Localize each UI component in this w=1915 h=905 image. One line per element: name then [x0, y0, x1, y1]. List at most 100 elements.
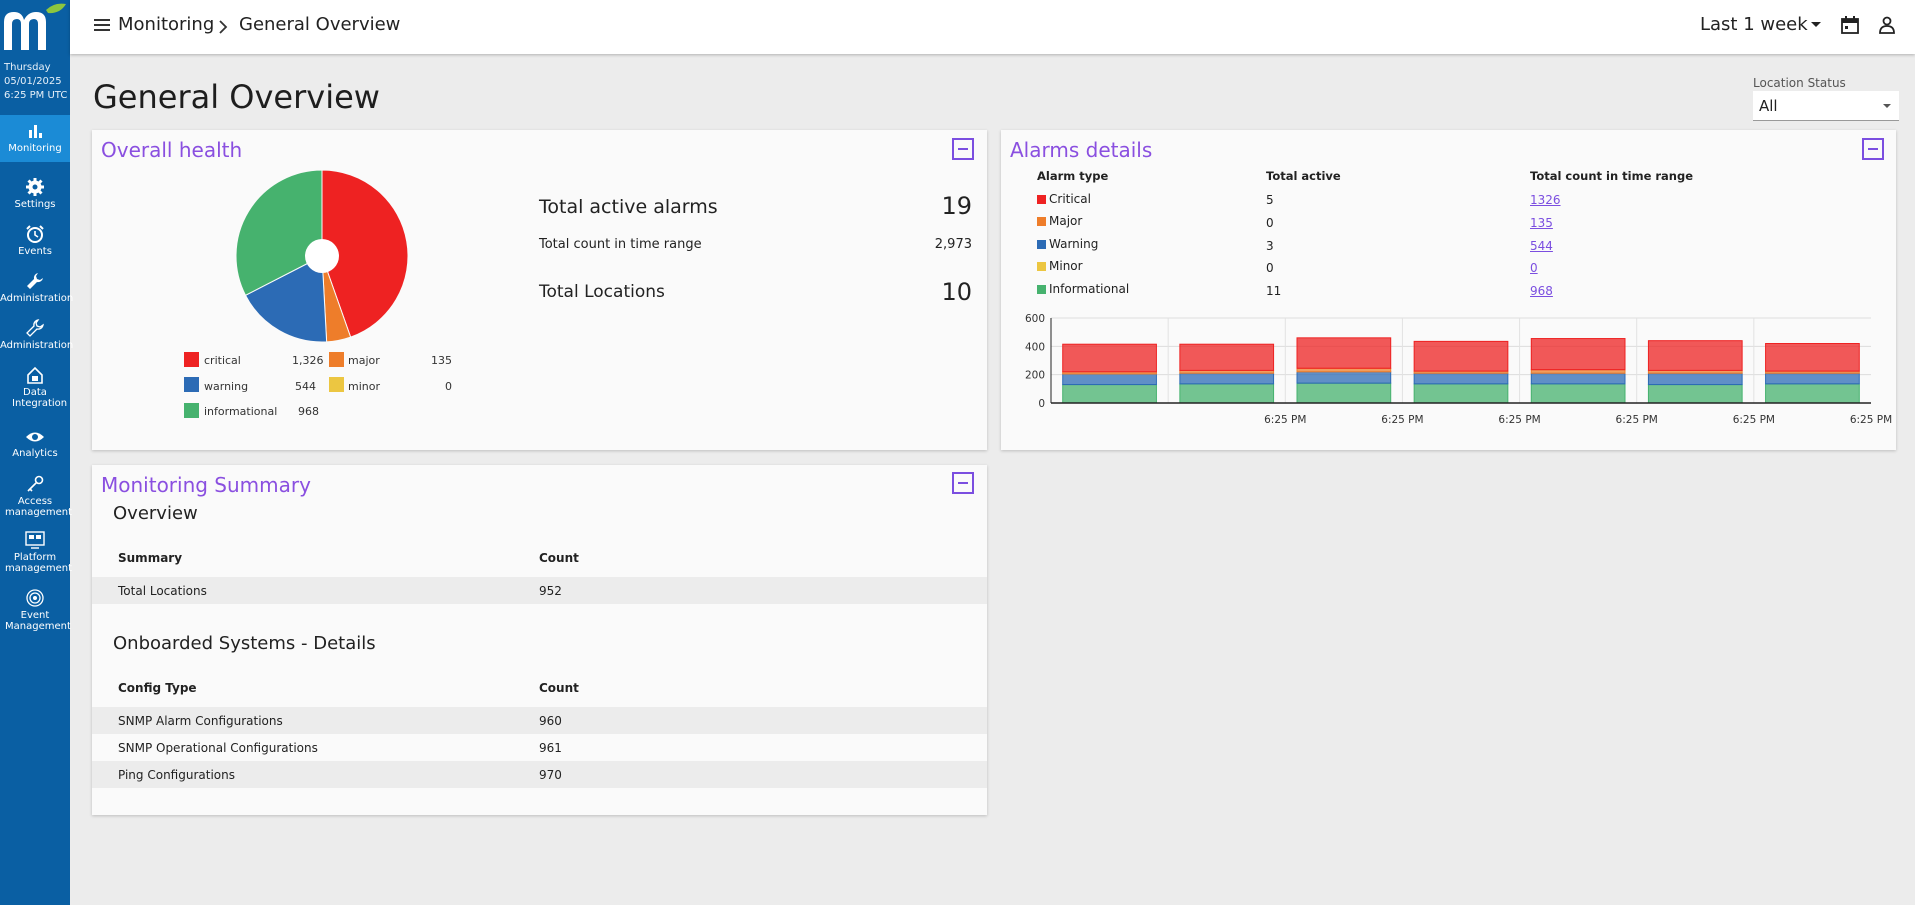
bar-segment-critical[interactable] — [1765, 343, 1860, 372]
sidebar-item-label: Data Integration — [12, 387, 68, 409]
datetime-day: Thursday — [4, 62, 51, 73]
pie-slice-warning[interactable] — [244, 255, 328, 343]
active-major: 0 — [1266, 216, 1274, 230]
count-link-critical[interactable]: 1326 — [1530, 193, 1561, 207]
bar-segment-critical[interactable] — [1647, 340, 1743, 371]
alarms-details-title: Alarms details — [1010, 138, 1153, 162]
collapse-alarms-details-button[interactable] — [1862, 138, 1884, 160]
bar-segment-informational[interactable] — [1413, 383, 1509, 404]
alarm-type-major: Major — [1049, 214, 1083, 228]
total-locations-label: Total Locations — [539, 282, 665, 302]
datetime-date: 05/01/2025 — [4, 76, 62, 87]
gear-icon — [26, 178, 44, 196]
overview-header-row: Summary Count — [92, 544, 987, 571]
alarm-clock-icon — [26, 225, 44, 243]
bar-segment-critical[interactable] — [1413, 340, 1509, 372]
bar-segment-warning[interactable] — [1647, 372, 1743, 386]
bar-segment-major[interactable] — [1296, 367, 1392, 373]
bar-segment-informational[interactable] — [1765, 383, 1860, 404]
total-count-label: Total count in time range — [539, 237, 702, 252]
bar-segment-informational[interactable] — [1647, 384, 1743, 404]
brand-logo[interactable] — [0, 0, 70, 56]
breadcrumb-monitoring[interactable]: Monitoring — [118, 14, 215, 35]
count-link-warning[interactable]: 544 — [1530, 239, 1553, 253]
user-account-icon[interactable] — [1877, 15, 1897, 35]
sidebar-item-access-management[interactable]: Access management — [0, 474, 72, 518]
bar-chart-icon — [29, 125, 42, 138]
sidebar-item-event-management[interactable]: Event Management — [0, 588, 71, 632]
pie-slice-informational[interactable] — [235, 169, 323, 297]
bar-segment-informational[interactable] — [1530, 383, 1626, 404]
sidebar-item-label: Monitoring — [8, 143, 62, 154]
legend-swatch-major — [329, 352, 344, 367]
row-name: SNMP Operational Configurations — [118, 741, 318, 755]
sidebar-item-label: Administration — [0, 293, 74, 304]
bar-segment-critical[interactable] — [1062, 343, 1157, 373]
sidebar-item-administration[interactable]: Administration — [0, 271, 74, 304]
row-name: SNMP Alarm Configurations — [118, 714, 283, 728]
legend-label-major: major — [348, 354, 380, 367]
sidebar-item-monitoring[interactable]: Monitoring — [0, 115, 70, 162]
table-row: SNMP Alarm Configurations 960 — [92, 707, 987, 734]
y-tick-label: 600 — [1025, 313, 1045, 325]
pie-slice-critical[interactable] — [321, 169, 409, 338]
legend-swatch-critical — [184, 352, 199, 367]
bar-segment-critical[interactable] — [1296, 337, 1392, 369]
sidebar-item-analytics[interactable]: Analytics — [0, 428, 70, 459]
bar-segment-warning[interactable] — [1413, 372, 1509, 385]
health-pie-chart — [235, 169, 409, 343]
bar-segment-critical[interactable] — [1179, 343, 1275, 371]
sidebar-item-events[interactable]: Events — [0, 224, 70, 257]
collapse-monitoring-summary-button[interactable] — [952, 472, 974, 494]
legend-swatch-minor — [329, 377, 344, 392]
col-header-total-count: Total count in time range — [1530, 169, 1694, 183]
bar-segment-warning[interactable] — [1062, 373, 1157, 386]
total-active-alarms-value: 19 — [941, 192, 972, 220]
bar-segment-critical[interactable] — [1530, 338, 1626, 371]
count-link-informational[interactable]: 968 — [1530, 284, 1553, 298]
active-informational: 11 — [1266, 284, 1282, 298]
alarms-stacked-bar-chart: 0 200 400 600 6:25 PM 6:25 PM 6:25 PM 6:25 PM 6:… — [1025, 313, 1892, 426]
total-active-alarms-label: Total active alarms — [539, 196, 718, 218]
table-row: Total Locations 952 — [92, 577, 987, 604]
eye-icon — [26, 432, 44, 442]
col-header-count: Count — [539, 551, 579, 565]
bar-segment-warning[interactable] — [1179, 372, 1275, 385]
bar-segment-warning[interactable] — [1765, 372, 1860, 385]
bar-segment-informational[interactable] — [1179, 383, 1275, 404]
bar-segment-warning[interactable] — [1530, 372, 1626, 385]
sidebar-item-platform-management[interactable]: Platform management — [0, 530, 72, 574]
row-count: 961 — [539, 741, 562, 755]
legend-value-informational: 968 — [298, 405, 319, 418]
alarm-type-warning: Warning — [1049, 237, 1099, 251]
y-tick-label: 200 — [1025, 370, 1045, 382]
chevron-right-icon — [219, 20, 228, 34]
location-status-value: All — [1759, 97, 1778, 115]
row-count: 970 — [539, 768, 562, 782]
sidebar-item-settings[interactable]: Settings — [0, 177, 70, 210]
wrench-icon — [27, 273, 43, 289]
monitoring-summary-title: Monitoring Summary — [101, 473, 311, 497]
collapse-overall-health-button[interactable] — [952, 138, 974, 160]
location-status-select[interactable]: All — [1753, 91, 1899, 121]
sidebar-item-label: Event Management — [5, 610, 71, 632]
bar-segment-informational[interactable] — [1296, 382, 1392, 404]
count-link-minor[interactable]: 0 — [1530, 261, 1538, 275]
calendar-icon[interactable] — [1840, 15, 1860, 35]
sidebar-item-data-integration[interactable]: Data Integration — [0, 365, 70, 409]
y-tick-label: 400 — [1025, 341, 1045, 353]
time-range-select[interactable]: Last 1 week — [1700, 14, 1808, 35]
bar-segment-warning[interactable] — [1296, 371, 1392, 384]
legend-label-minor: minor — [348, 380, 380, 393]
chevron-down-icon[interactable] — [1811, 22, 1821, 27]
sidebar: Thursday 05/01/2025 6:25 PM UTC Monitori… — [0, 0, 74, 905]
row-count: 960 — [539, 714, 562, 728]
minor-swatch — [1037, 262, 1046, 271]
table-row: Ping Configurations 970 — [92, 761, 987, 788]
bar-segment-major[interactable] — [1530, 369, 1626, 374]
x-tick-label: 6:25 PM — [1498, 414, 1540, 426]
count-link-major[interactable]: 135 — [1530, 216, 1553, 230]
sidebar-item-administration-2[interactable]: Administration — [0, 318, 73, 351]
hamburger-menu-icon[interactable] — [94, 17, 112, 33]
bar-segment-informational[interactable] — [1062, 384, 1157, 404]
